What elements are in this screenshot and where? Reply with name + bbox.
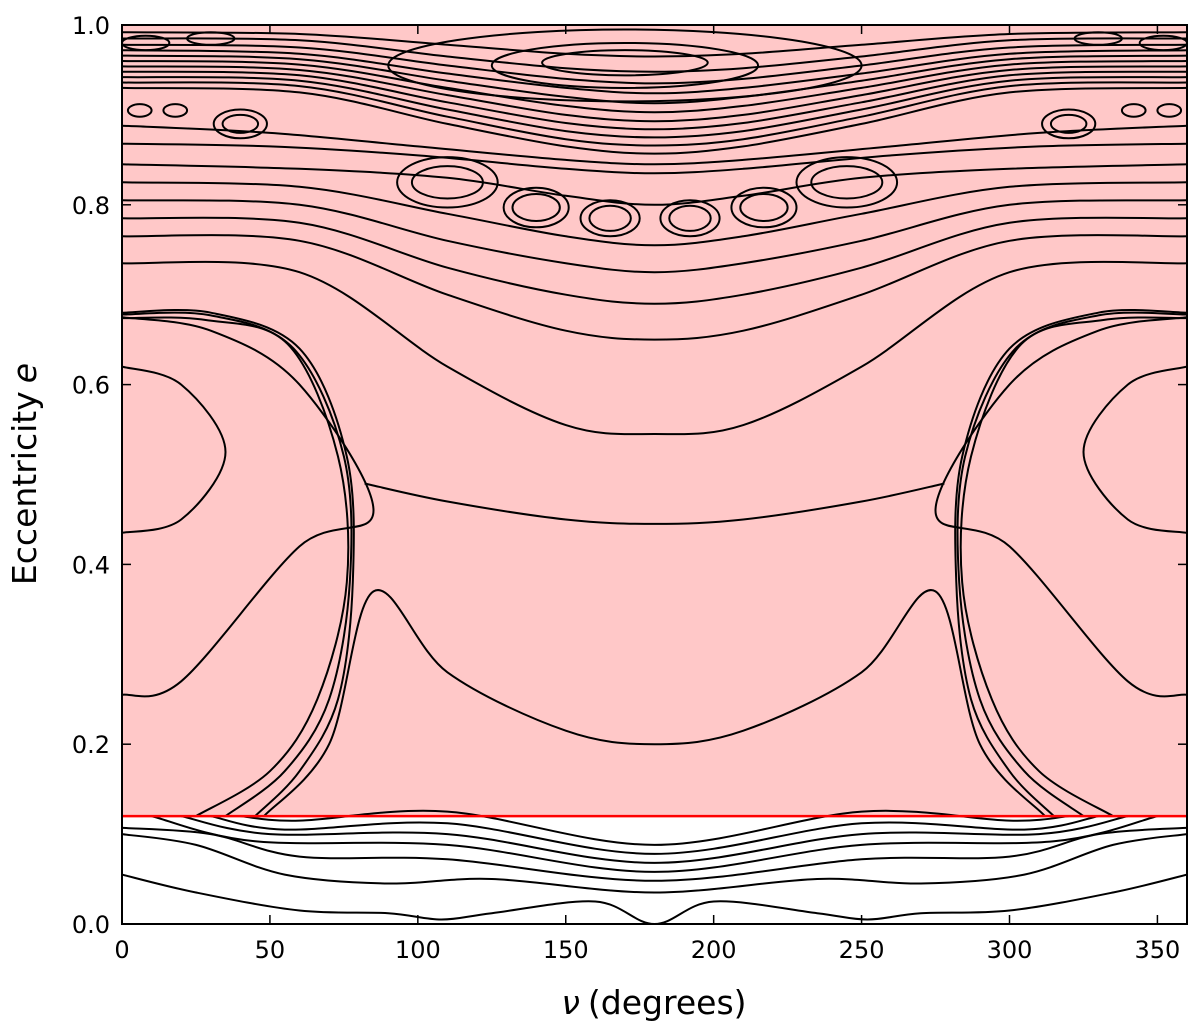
contour-line-26 — [122, 124, 1187, 166]
contour-line-27 — [122, 86, 1187, 155]
contour-line-24 — [122, 163, 1187, 206]
contour-line-33 — [122, 54, 1187, 105]
x-tick-label: 50 — [255, 936, 286, 964]
contour-line-13 — [122, 316, 350, 817]
contour-line-60 — [1156, 102, 1183, 118]
contour-line-18 — [122, 260, 1187, 436]
contour-line-7 — [122, 316, 375, 698]
y-axis-label: Eccentricity e — [5, 363, 44, 585]
contour-line-5 — [210, 815, 1099, 855]
contour-line-21 — [122, 216, 1187, 305]
contour-line-46 — [579, 199, 641, 238]
contour-line-22 — [122, 199, 1187, 274]
contour-line-51 — [810, 165, 884, 200]
contour-line-58 — [162, 103, 189, 118]
x-tick-label: 200 — [691, 936, 737, 964]
tick-labels: 0 50 100 150 200 250 300 350 0.0 0.2 0.4 0.6 0.8 1.0 — [72, 12, 1180, 964]
x-tick-label: 0 — [114, 936, 129, 964]
contour-line-30 — [122, 70, 1187, 131]
contour-line-2 — [122, 826, 1187, 882]
shaded-region — [122, 25, 1187, 817]
contour-line-39 — [387, 28, 863, 103]
contour-line-0 — [122, 873, 1187, 924]
contour-line-8 — [934, 316, 1187, 698]
contour-line-50 — [730, 186, 798, 229]
y-axis-text: Eccentricity — [5, 391, 44, 585]
contour-line-10 — [1082, 365, 1187, 534]
contour-line-42 — [396, 156, 499, 209]
contour-line-38 — [490, 41, 760, 89]
plot-area — [122, 25, 1187, 924]
y-tick-label: 0.0 — [72, 911, 110, 939]
contour-line-3 — [151, 815, 1158, 873]
contour-line-6 — [240, 809, 1069, 846]
y-tick-label: 0.8 — [72, 192, 110, 220]
axis-ticks — [121, 24, 1187, 925]
contour-line-53 — [221, 113, 260, 134]
x-axis-text: (degrees) — [588, 983, 747, 1022]
x-tick-label: 300 — [987, 936, 1033, 964]
contour-line-34 — [122, 49, 1187, 95]
y-axis-symbol: e — [5, 363, 44, 383]
y-tick-label: 0.6 — [72, 372, 110, 400]
x-tick-label: 150 — [543, 936, 589, 964]
contour-line-52 — [795, 156, 899, 209]
contour-line-14 — [954, 309, 1187, 817]
contour-line-40 — [541, 49, 709, 77]
contour-line-23 — [122, 181, 1187, 247]
x-tick-label: 350 — [1135, 936, 1181, 964]
contour-line-55 — [1049, 113, 1088, 134]
contour-line-1 — [122, 833, 1187, 894]
contour-line-36 — [122, 37, 1187, 73]
contour-line-54 — [212, 108, 268, 140]
contour-line-44 — [502, 186, 570, 229]
plot-frame — [121, 24, 1188, 925]
contour-line-41 — [410, 165, 484, 200]
contour-line-48 — [659, 199, 721, 238]
x-tick-label: 250 — [839, 936, 885, 964]
x-axis-symbol: ν — [561, 983, 579, 1022]
contour-line-47 — [668, 204, 712, 232]
contour-line-20 — [122, 234, 1187, 341]
contour-line-63 — [1073, 31, 1123, 46]
contour-line-4 — [181, 815, 1128, 864]
contour-line-64 — [1138, 34, 1187, 52]
contour-line-49 — [739, 193, 789, 222]
contour-line-59 — [1120, 102, 1147, 118]
contour-line-31 — [122, 65, 1187, 123]
contour-line-17 — [263, 589, 1046, 817]
contour-line-28 — [122, 81, 1187, 147]
contour-line-45 — [588, 204, 632, 232]
x-axis-label: ν (degrees) — [561, 983, 746, 1022]
y-tick-label: 1.0 — [72, 12, 110, 40]
y-tick-label: 0.4 — [72, 551, 110, 579]
contour-line-29 — [122, 76, 1187, 139]
contour-line-57 — [126, 103, 153, 118]
contour-line-61 — [122, 34, 171, 52]
contour-line-35 — [122, 43, 1187, 85]
contour-line-56 — [1041, 108, 1097, 140]
contour-line-43 — [511, 193, 561, 222]
contour-line-12 — [122, 311, 353, 817]
contour-line-19 — [364, 482, 945, 525]
contour-line-11 — [122, 309, 355, 817]
contour-line-37 — [122, 31, 1187, 58]
x-tick-label: 100 — [395, 936, 441, 964]
contour-line-9 — [122, 365, 227, 534]
contour-lines — [122, 28, 1187, 924]
contour-line-32 — [122, 60, 1187, 114]
contour-line-16 — [959, 316, 1187, 817]
y-tick-label: 0.2 — [72, 731, 110, 759]
contour-line-15 — [956, 311, 1187, 817]
contour-line-62 — [186, 31, 236, 46]
contour-line-25 — [122, 142, 1187, 175]
